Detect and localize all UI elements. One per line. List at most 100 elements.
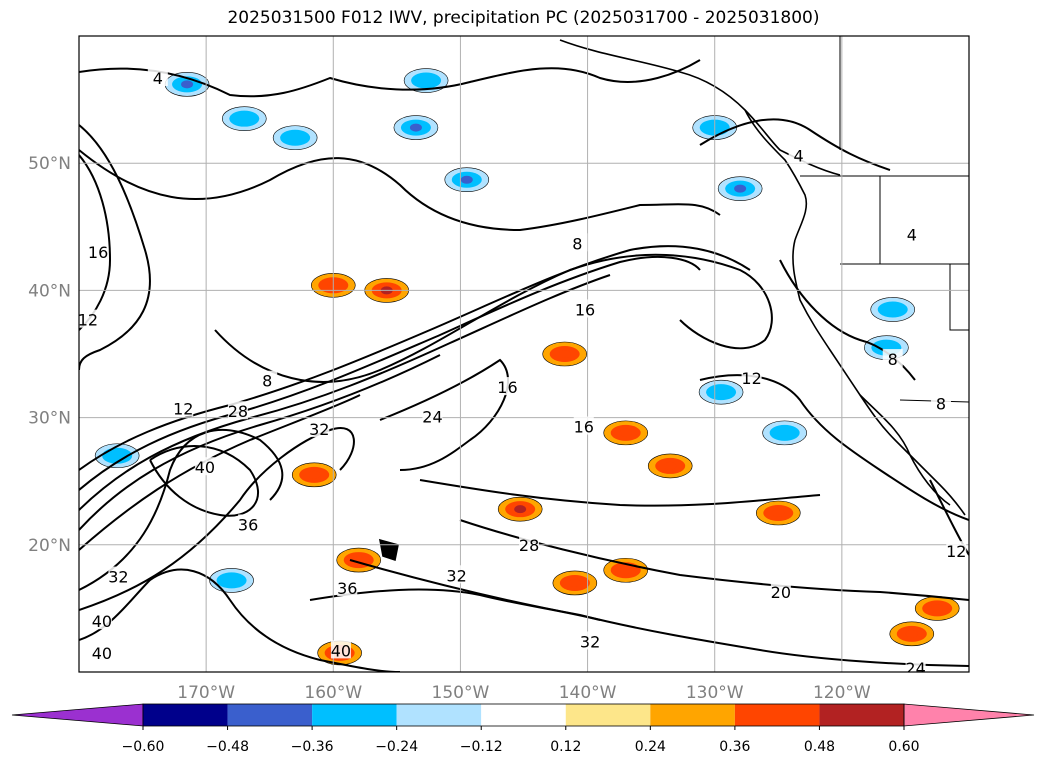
contour-label-24: 32 [580,632,600,651]
iwv-contour-40-hawaii [149,445,260,517]
contour-label-19: 36 [337,579,357,598]
colorbar-segment-5 [481,704,566,726]
contour-label-23: 40 [331,641,351,660]
contour-label-bg-13 [741,368,762,387]
contour-label-29: 8 [888,350,898,369]
y-tick-label-3: 50°N [28,154,71,174]
x-tick-label-1: 160°W [304,683,362,703]
iwv-contour-20-jet [79,274,611,511]
bc-coast [744,109,808,241]
contour-label-bg-22 [91,642,112,661]
x-tick-label-3: 140°W [559,683,617,703]
contour-label-22: 40 [92,644,112,663]
contour-label-bg-12 [573,416,594,435]
y-tick-label-0: 20°N [28,536,71,556]
contour-label-20: 32 [108,568,128,587]
x-tick-label-0: 170°W [177,683,235,703]
precip-blob-peak-27 [905,629,918,638]
contour-label-4: 12 [78,311,98,330]
contour-label-16: 36 [238,515,258,534]
iwv-contour-8-north [79,149,721,232]
precip-blob-peak-12 [778,428,791,437]
contour-label-5: 8 [572,234,582,253]
map-content: 4 4 4 16 12 8 16 8 12 28 24 16 16 12 32 40 36 28 32 36 32 40 4… [78,36,969,672]
colorbar-tick-label-0: −0.60 [122,739,165,755]
state-line-c [949,264,969,331]
contour-label-bg-29 [882,349,903,368]
iwv-contour-32-south [79,429,284,591]
precip-blob-peak-18 [886,305,899,314]
contour-label-bg-24 [580,631,601,650]
contour-label-bg-0 [147,67,168,86]
contour-label-14: 32 [309,420,329,439]
colorbar-ticks: −0.60 −0.48 −0.36 −0.24 −0.12 0.12 0.24 0.36 0.4… [122,726,920,755]
colorbar-tick-label-9: 0.60 [888,739,919,755]
contour-label-18: 32 [446,566,466,585]
precip-blob-peak-0 [181,80,194,89]
contour-label-6: 16 [575,300,595,319]
iwv-contour-24-band [419,479,821,507]
y-axis-ticks: 20°N 30°N 40°N 50°N [28,154,71,556]
colorbar-extend-high [903,703,1035,727]
contour-label-bg-14 [309,419,330,438]
colorbar-segment-6 [565,704,651,726]
contour-label-15: 40 [195,458,215,477]
precip-blob-peak-24 [225,576,238,585]
contour-label-10: 24 [422,407,442,426]
precip-blob-peak-5 [420,76,433,85]
y-tick-label-2: 40°N [28,281,71,301]
contour-label-bg-1 [788,145,809,164]
contour-label-bg-7 [257,370,278,389]
contour-label-2: 4 [907,225,917,244]
precip-blob-peak-21 [619,566,632,575]
precip-blob-peak-17 [772,509,785,517]
contour-label-bg-18 [446,565,467,584]
contour-label-bg-23 [330,640,351,659]
contour-label-3: 16 [88,243,108,262]
contour-label-25: 20 [771,583,791,602]
contour-label-bg-3 [88,242,109,261]
contour-label-bg-21 [91,611,112,630]
x-tick-label-5: 120°W [813,683,871,703]
contour-label-bg-15 [194,457,215,476]
contour-label-bg-8 [173,398,194,417]
y-tick-label-1: 30°N [28,409,71,429]
colorbar [11,703,1035,727]
contour-label-17: 28 [519,536,539,555]
colorbar-segment-7 [650,704,735,726]
precip-blob-peak-4 [460,175,473,184]
colorbar-segment-4 [396,704,482,726]
iwv-contour-24-jet [79,354,441,531]
contour-label-bg-2 [901,224,922,243]
contour-label-8: 12 [173,400,193,419]
precip-blob-peak-7 [734,184,747,193]
contour-label-bg-6 [575,299,596,318]
contour-label-bg-19 [337,578,358,597]
contour-label-bg-25 [770,581,791,600]
precip-blob-peak-13 [514,505,527,514]
colorbar-tick-label-3: −0.24 [375,739,418,755]
precip-blob-peak-2 [289,133,302,142]
precip-blob-peak-1 [238,114,251,123]
contour-label-bg-17 [519,534,540,553]
contour-label-bg-16 [238,514,259,533]
contour-label-0: 4 [153,69,163,88]
x-tick-label-4: 130°W [686,683,744,703]
contour-label-bg-4 [79,309,98,328]
colorbar-tick-label-4: −0.12 [460,739,503,755]
iwv-contour-28 [79,394,361,551]
precip-blob-peak-26 [931,604,944,613]
contour-label-28: 8 [936,395,946,414]
contour-label-1: 4 [794,147,804,166]
map-frame [78,35,970,673]
precip-blob-peak-20 [568,578,581,587]
colorbar-tick-label-8: 0.48 [804,739,835,755]
colorbar-tick-label-2: −0.36 [291,739,334,755]
contour-label-bg-26 [905,658,926,672]
contour-label-bg-20 [108,566,129,585]
precip-blob-peak-10 [558,350,571,358]
colorbar-segment-8 [734,704,820,726]
contour-label-bg-27 [946,541,967,560]
colorbar-tick-label-1: −0.48 [206,739,249,755]
